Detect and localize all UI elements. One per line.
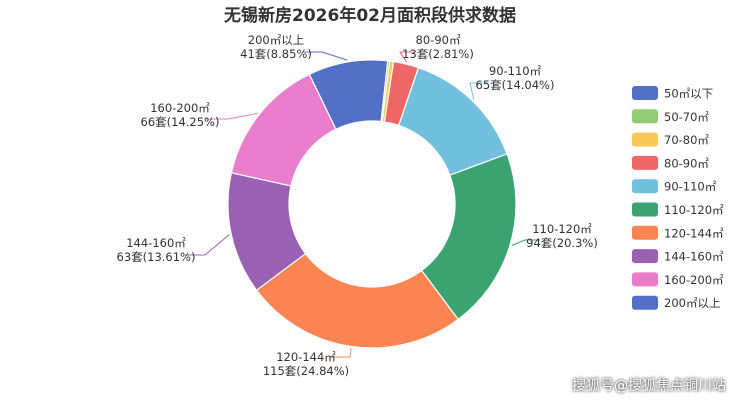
legend-item[interactable]: 160-200㎡ (632, 272, 724, 287)
legend-swatch (632, 179, 658, 194)
slice-labels: 200㎡以上 41套(8.85%)80-90㎡ 13套(2.81%)90-110㎡ 6… (117, 33, 598, 378)
slice-label-value: 65套(14.04%) (476, 78, 555, 92)
legend-item[interactable]: 70-80㎡ (632, 132, 709, 148)
legend-item[interactable]: 144-160㎡ (632, 249, 724, 264)
legend-label: 70-80㎡ (664, 133, 709, 147)
legend-swatch (632, 132, 658, 147)
legend-label: 200㎡以上 (664, 296, 720, 310)
slice-label: 110-120㎡ 94套(20.3%) (526, 222, 598, 250)
slice-label-range: 110-120㎡ (532, 222, 592, 236)
legend-item[interactable]: 120-144㎡ (632, 225, 724, 241)
leader-line (399, 51, 414, 63)
legend-label: 120-144㎡ (664, 226, 724, 240)
donut-slices (227, 59, 517, 349)
chart-title: 无锡新房2026年02月面积段供求数据 (223, 5, 516, 26)
legend-item[interactable]: 80-90㎡ (632, 155, 709, 171)
slice-label-value: 66套(14.25%) (141, 115, 220, 129)
legend-label: 50-70㎡ (664, 110, 709, 124)
legend-swatch (632, 202, 658, 217)
leader-line (206, 112, 258, 120)
leader-line (330, 348, 352, 358)
legend-label: 110-120㎡ (664, 203, 724, 217)
legend-label: 144-160㎡ (664, 250, 724, 264)
legend-swatch (632, 272, 658, 287)
leader-line (185, 234, 230, 256)
legend-label: 90-110㎡ (664, 180, 717, 194)
legend-swatch (632, 109, 658, 124)
slice-label: 144-160㎡ 63套(13.61%) (117, 236, 196, 264)
watermark: 搜狐号@搜狐焦点铜川站 (572, 378, 726, 394)
slice-label-value: 41套(8.85%) (240, 47, 312, 61)
legend-item[interactable]: 50㎡以下 (632, 86, 713, 101)
legend: 50㎡以下 50-70㎡ 70-80㎡ 80-90㎡ 90-110㎡ 110-120㎡ 12… (632, 86, 724, 310)
slice-label-value: 94套(20.3%) (526, 236, 598, 250)
slice-label-value: 13套(2.81%) (402, 47, 474, 61)
slice-label-range: 160-200㎡ (150, 101, 210, 115)
legend-swatch (632, 225, 658, 240)
legend-label: 160-200㎡ (664, 273, 724, 287)
slice-label: 120-144㎡ 115套(24.84%) (263, 350, 349, 378)
leader-line (511, 239, 540, 246)
legend-item[interactable]: 50-70㎡ (632, 109, 709, 124)
slice-label: 80-90㎡ 13套(2.81%) (402, 33, 474, 61)
slice-label: 90-110㎡ 65套(14.04%) (476, 64, 555, 92)
slice-label-range: 80-90㎡ (416, 33, 461, 47)
slice-label-range: 144-160㎡ (126, 236, 186, 250)
slice-label-value: 63套(13.61%) (117, 250, 196, 264)
slice-label-range: 200㎡以上 (248, 33, 304, 47)
legend-label: 80-90㎡ (664, 156, 709, 170)
slice-label: 160-200㎡ 66套(14.25%) (141, 101, 220, 129)
slice-label-range: 90-110㎡ (489, 64, 542, 78)
slice-160-200sqm[interactable] (230, 73, 337, 187)
slice-label-value: 115套(24.84%) (263, 364, 349, 378)
legend-swatch (632, 249, 658, 264)
leader-line (303, 51, 348, 61)
slice-label-range: 120-144㎡ (276, 350, 336, 364)
slice-label: 200㎡以上 41套(8.85%) (240, 33, 312, 61)
legend-item[interactable]: 90-110㎡ (632, 179, 717, 194)
slice-120-144sqm[interactable] (255, 252, 460, 349)
legend-swatch (632, 155, 658, 170)
legend-swatch (632, 86, 658, 100)
legend-item[interactable]: 200㎡以上 (632, 295, 720, 311)
legend-item[interactable]: 110-120㎡ (632, 202, 724, 218)
legend-label: 50㎡以下 (664, 87, 713, 101)
label-leader-lines (185, 51, 540, 358)
legend-swatch (632, 295, 658, 310)
leader-line (469, 82, 488, 100)
